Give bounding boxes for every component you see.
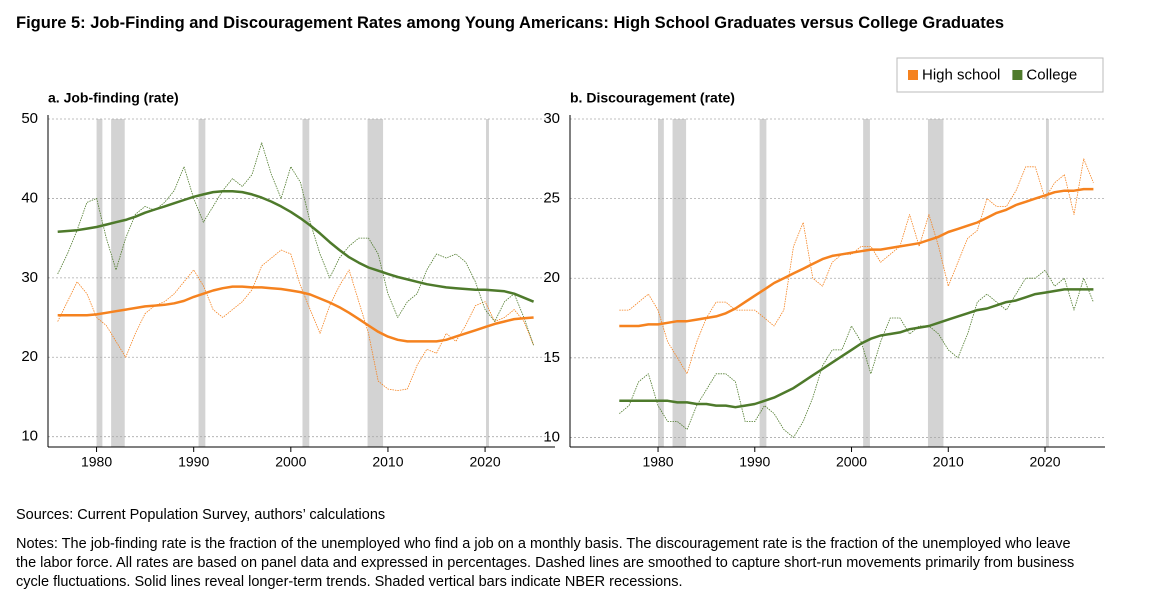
short-run-line	[619, 269, 1094, 438]
y-tick-label: 30	[21, 269, 38, 286]
legend-label: College	[1026, 66, 1077, 83]
notes: Notes: The job-finding rate is the fract…	[16, 536, 1075, 590]
recession-bar	[759, 119, 767, 447]
short-run-line	[57, 249, 534, 391]
recession-bar	[1045, 119, 1049, 447]
trend-line	[619, 187, 1094, 328]
y-tick-label: 40	[21, 189, 38, 206]
short-run-line	[619, 158, 1094, 375]
recession-bar	[96, 119, 103, 447]
figure-title: Figure 5: Job-Finding and Discouragement…	[16, 14, 1005, 32]
legend-box	[896, 57, 1104, 93]
legend-label: High school	[922, 66, 1000, 83]
recession-bar	[863, 119, 870, 447]
y-tick-label: 10	[21, 428, 38, 445]
recession-bar	[927, 119, 944, 447]
sources: Sources: Current Population Survey, auth…	[16, 507, 386, 523]
trend-line	[57, 190, 535, 303]
y-tick-label: 25	[543, 190, 560, 207]
short-run-line	[57, 142, 534, 346]
recession-bar	[198, 119, 206, 447]
panel-title: a. Job-finding (rate)	[48, 90, 179, 106]
trend-line	[57, 285, 534, 343]
y-tick-label: 20	[21, 348, 38, 365]
recession-bar	[111, 119, 125, 447]
x-tick-label: 2020	[1029, 454, 1060, 470]
x-tick-label: 1990	[739, 454, 770, 470]
recession-bar	[367, 119, 384, 447]
recession-bar	[672, 119, 687, 447]
recession-bar	[658, 119, 664, 447]
x-tick-label: 2000	[275, 454, 306, 470]
trend-line	[619, 288, 1094, 409]
panel-title: b. Discouragement (rate)	[570, 90, 735, 106]
x-tick-label: 2010	[933, 454, 964, 470]
legend-swatch	[908, 70, 918, 80]
y-tick-label: 10	[543, 428, 560, 445]
x-tick-label: 2000	[836, 454, 867, 470]
y-tick-label: 20	[543, 269, 560, 286]
y-tick-label: 50	[21, 110, 38, 127]
recession-bar	[302, 119, 310, 447]
legend-swatch	[1012, 70, 1023, 80]
x-tick-label: 2020	[469, 454, 500, 470]
x-tick-label: 1990	[178, 454, 209, 470]
x-tick-label: 1980	[642, 454, 673, 470]
y-tick-label: 30	[543, 110, 560, 127]
y-tick-label: 15	[543, 349, 560, 366]
x-tick-label: 2010	[372, 454, 403, 470]
x-tick-label: 1980	[81, 454, 112, 470]
recession-bar	[486, 119, 489, 447]
